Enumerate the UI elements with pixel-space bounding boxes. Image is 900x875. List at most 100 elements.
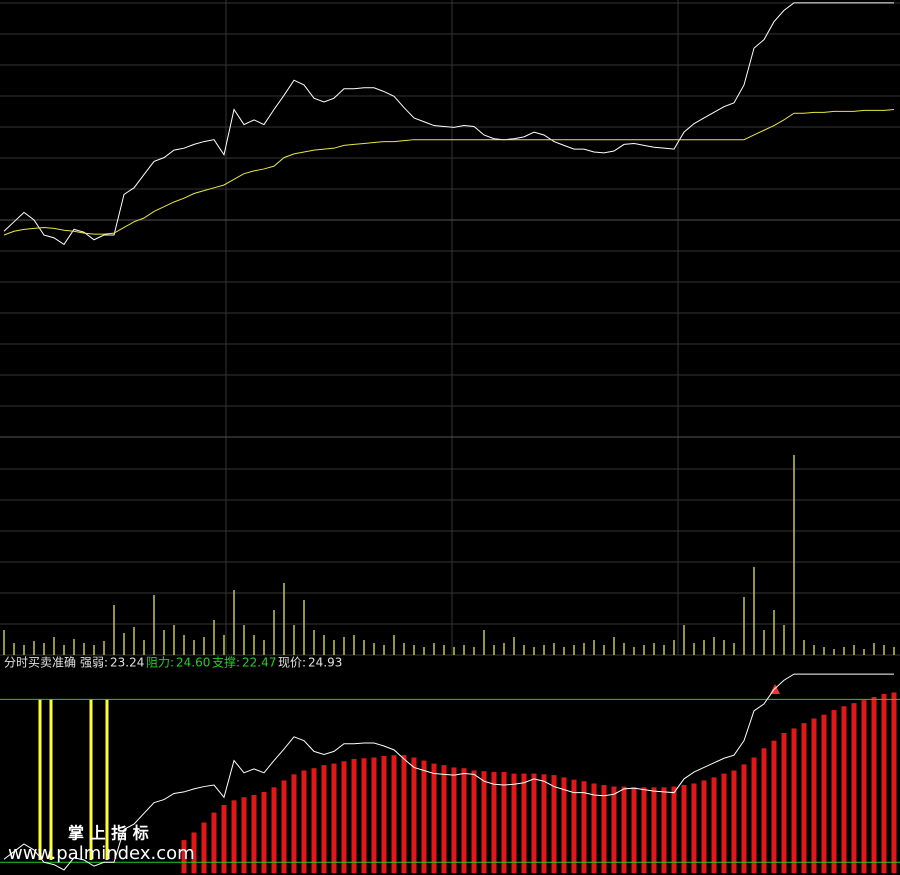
volume-bar — [783, 625, 785, 655]
watermark: www.palmindex.com — [8, 843, 195, 864]
volume-bar — [753, 567, 755, 655]
price-line — [3, 673, 894, 871]
volume-bar — [33, 641, 35, 655]
indicator-bar — [631, 787, 637, 873]
volume-bar — [473, 647, 475, 655]
volume-bar — [123, 633, 125, 655]
volume-bar — [223, 635, 225, 655]
indicator-bar — [501, 772, 507, 873]
volume-bar — [583, 643, 585, 655]
indicator-bar — [281, 780, 287, 873]
volume-bar — [853, 645, 855, 655]
volume-bar — [683, 625, 685, 655]
volume-bar — [603, 645, 605, 655]
indicator-bar — [311, 768, 317, 873]
indicator-bar — [441, 765, 447, 873]
volume-bar — [343, 637, 345, 655]
volume-bar — [163, 630, 165, 655]
indicator-bar — [871, 697, 877, 873]
volume-bar — [843, 647, 845, 655]
volume-bar — [553, 643, 555, 655]
indicator-bar — [521, 773, 527, 873]
indicator-label: 支撑: — [212, 655, 240, 670]
volume-bar — [3, 630, 5, 655]
indicator-bar — [511, 773, 517, 873]
volume-bar — [543, 645, 545, 655]
indicator-bar — [751, 757, 757, 873]
volume-bar — [793, 455, 795, 655]
indicator-bar — [331, 763, 337, 873]
indicator-bar — [661, 787, 667, 873]
volume-bar — [803, 640, 805, 655]
volume-bar — [183, 635, 185, 655]
indicator-label: 现价: — [278, 656, 306, 670]
price-line — [3, 2, 894, 246]
indicator-bar — [301, 770, 307, 873]
indicator-bar — [641, 787, 647, 873]
indicator-bar — [571, 779, 577, 873]
volume-bar — [93, 645, 95, 655]
volume-bar — [813, 645, 815, 655]
volume-bar — [383, 645, 385, 655]
indicator-bar — [851, 703, 857, 873]
volume-bar — [413, 645, 415, 655]
volume-bar — [873, 643, 875, 655]
indicator-bar — [471, 770, 477, 873]
indicator-bar — [481, 771, 487, 873]
indicator-bar — [261, 791, 267, 873]
volume-bar — [593, 640, 595, 655]
indicator-bar — [291, 774, 297, 873]
volume-bar — [653, 643, 655, 655]
indicator-bar — [861, 700, 867, 873]
indicator-bar — [711, 777, 717, 873]
volume-bar — [863, 649, 865, 655]
volume-bar — [693, 643, 695, 655]
indicator-bar — [541, 774, 547, 873]
volume-bar — [313, 630, 315, 655]
indicator-bar — [651, 787, 657, 873]
volume-bar — [283, 583, 285, 655]
indicator-bar — [401, 755, 407, 873]
price-line — [3, 108, 895, 236]
indicator-bar — [411, 757, 417, 873]
volume-bar — [213, 620, 215, 655]
volume-bar — [503, 643, 505, 655]
volume-bar — [273, 610, 275, 655]
indicator-bar — [351, 759, 357, 873]
indicator-value: 24.93 — [308, 656, 342, 670]
volume-bar — [233, 590, 235, 655]
indicator-bar — [771, 740, 777, 873]
volume-bar — [143, 640, 145, 655]
indicator-bar — [741, 764, 747, 873]
indicator-bar — [421, 760, 427, 873]
indicator-bar — [731, 770, 737, 873]
volume-bar — [403, 643, 405, 655]
indicator-label: 强弱: — [80, 656, 108, 670]
indicator-bar — [241, 797, 247, 873]
indicator-bar — [191, 832, 197, 873]
indicator-bar — [381, 755, 387, 873]
volume-bar — [53, 637, 55, 655]
volume-bar — [63, 645, 65, 655]
grid — [225, 0, 679, 655]
volume-bar — [13, 643, 15, 655]
indicator-bar — [591, 783, 597, 873]
indicator-bar — [561, 777, 567, 873]
volume-bar — [613, 637, 615, 655]
indicator-bar — [391, 755, 397, 873]
indicator-label: 阻力: — [146, 656, 174, 670]
volume-bar — [453, 647, 455, 655]
volume-bar — [243, 625, 245, 655]
indicator-bar — [831, 710, 837, 873]
volume-bar — [493, 645, 495, 655]
indicator-bar — [531, 773, 537, 873]
volume-bar — [203, 637, 205, 655]
volume-bar — [373, 643, 375, 655]
indicator-bar — [491, 772, 497, 873]
volume-bar — [533, 647, 535, 655]
volume-bar — [643, 645, 645, 655]
indicator-bar — [671, 786, 677, 873]
indicator-bar — [801, 723, 807, 873]
indicator-bar — [891, 692, 897, 873]
